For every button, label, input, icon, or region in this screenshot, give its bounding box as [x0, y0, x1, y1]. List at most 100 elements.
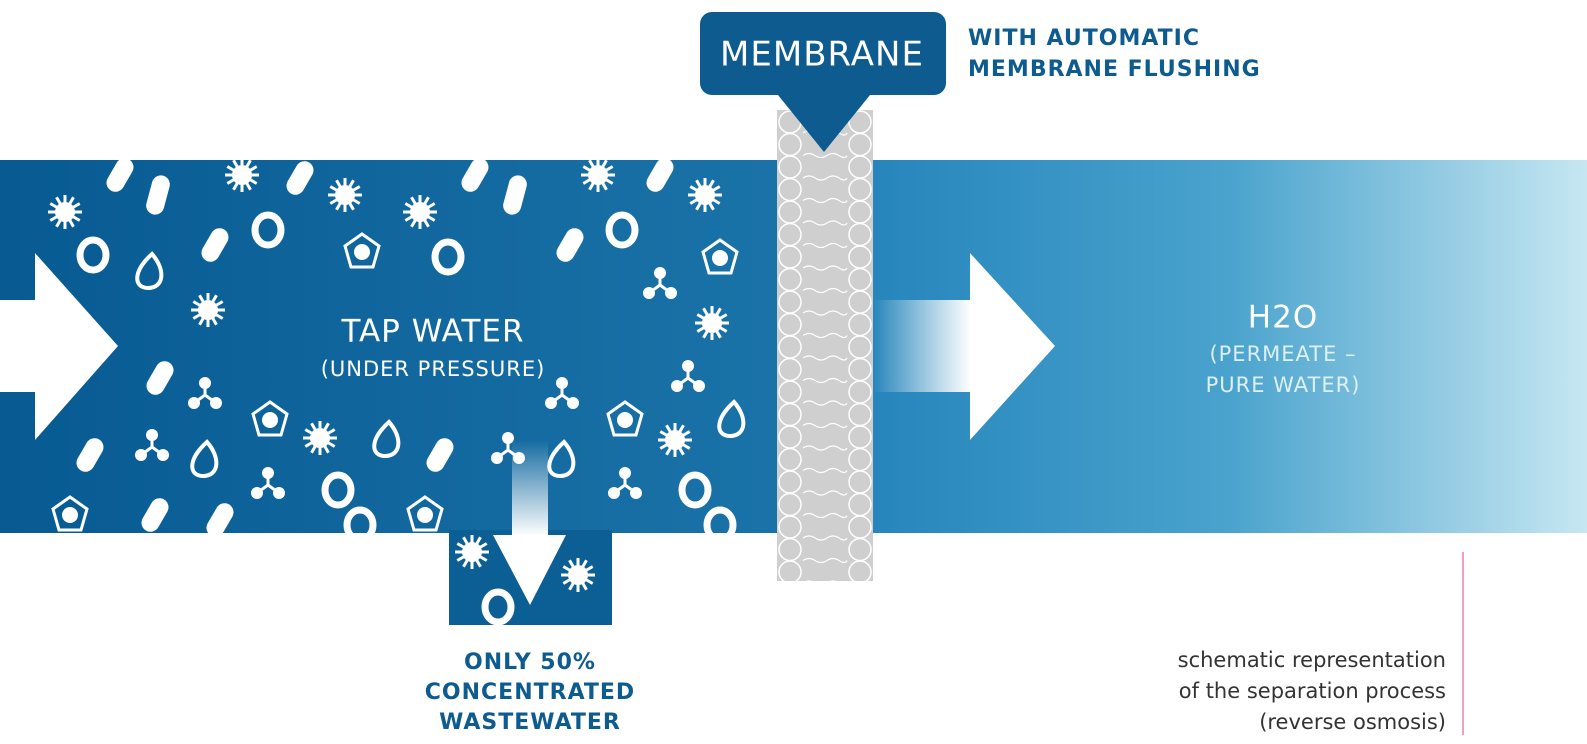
membrane-wave — [802, 580, 848, 586]
core — [410, 202, 430, 222]
bacterium — [106, 158, 134, 192]
contaminant — [658, 423, 692, 457]
molecule — [343, 232, 381, 269]
contaminant — [286, 161, 314, 195]
contaminant — [717, 399, 746, 439]
atom — [157, 449, 169, 461]
atom — [188, 397, 200, 409]
atom — [665, 287, 677, 299]
contaminant — [426, 438, 454, 472]
atom — [251, 487, 263, 499]
bacterium — [556, 228, 584, 262]
concentrate-label: WASTEWATER — [439, 710, 621, 735]
contaminant — [76, 438, 104, 472]
contaminant — [703, 506, 737, 544]
contaminant — [206, 503, 234, 537]
contaminant — [606, 400, 644, 437]
atom — [630, 487, 642, 499]
atom — [712, 250, 728, 266]
membrane-pore — [778, 560, 802, 584]
contaminant — [135, 429, 169, 461]
bacterium — [461, 158, 489, 192]
contaminant — [135, 251, 164, 291]
contaminant — [481, 588, 515, 626]
contaminant — [343, 232, 381, 269]
bacterium — [206, 503, 234, 537]
contaminant — [146, 175, 170, 215]
permeate-subtitle: (PERMEATE – — [1209, 342, 1356, 366]
core — [568, 565, 588, 585]
contaminant — [406, 495, 444, 532]
molecule — [51, 495, 89, 532]
contaminant — [695, 306, 729, 340]
core — [695, 185, 715, 205]
contaminant — [321, 471, 355, 509]
concentrate-label: ONLY 50% — [464, 650, 596, 675]
contaminant — [372, 419, 401, 459]
membrane-wave — [802, 197, 848, 204]
membrane-wave — [802, 400, 848, 406]
permeate-arrow-head — [970, 253, 1055, 440]
contaminant — [190, 439, 219, 479]
contaminant — [191, 293, 225, 327]
inlet-title: TAP WATER — [340, 314, 524, 350]
membrane-note: WITH AUTOMATIC — [968, 26, 1200, 51]
contaminant — [201, 228, 229, 262]
atom — [608, 487, 620, 499]
atom — [146, 429, 158, 441]
pill — [146, 175, 170, 215]
contaminant — [461, 158, 489, 192]
ring — [321, 471, 355, 509]
drop — [190, 439, 219, 479]
bacterium — [76, 438, 104, 472]
drop — [135, 251, 164, 291]
contaminant — [608, 467, 642, 499]
contaminant — [581, 158, 615, 192]
inlet-arrow — [0, 253, 118, 440]
core — [55, 202, 75, 222]
atom — [354, 244, 370, 260]
core — [702, 313, 722, 333]
membrane-wave — [802, 422, 848, 429]
contaminant — [106, 158, 134, 192]
permeate-title: H2O — [1248, 300, 1318, 336]
caption: of the separation process — [1179, 679, 1446, 703]
atom — [556, 377, 568, 389]
membrane-note: MEMBRANE FLUSHING — [968, 57, 1261, 82]
ring — [76, 236, 110, 274]
pill — [503, 175, 527, 215]
contaminant — [455, 535, 489, 569]
inlet-subtitle: (UNDER PRESSURE) — [321, 357, 546, 381]
membrane-wave — [802, 512, 848, 519]
contaminant — [605, 211, 639, 249]
core — [665, 430, 685, 450]
atom — [502, 432, 514, 444]
membrane-wave — [802, 557, 848, 564]
membrane — [777, 110, 873, 581]
contaminant — [251, 211, 285, 249]
contaminant — [76, 236, 110, 274]
contaminant — [328, 178, 362, 212]
permeate-subtitle: PURE WATER) — [1206, 373, 1361, 397]
contaminant — [701, 238, 739, 275]
contaminant — [225, 158, 259, 192]
contaminant — [646, 158, 674, 192]
membrane-wave — [802, 310, 848, 316]
membrane-wave — [802, 265, 848, 271]
bacterium — [286, 161, 314, 195]
concentrate-label: CONCENTRATED — [425, 680, 635, 705]
contaminant — [503, 175, 527, 215]
contaminant — [146, 361, 174, 395]
contaminant — [547, 439, 576, 479]
contaminant — [343, 506, 377, 544]
ring — [431, 238, 465, 276]
atom — [654, 267, 666, 279]
caption: schematic representation — [1178, 648, 1446, 672]
bacterium — [141, 498, 169, 532]
atom — [199, 377, 211, 389]
contaminant — [671, 360, 705, 392]
ring — [343, 506, 377, 544]
permeate-arrow-shaft — [873, 300, 971, 392]
